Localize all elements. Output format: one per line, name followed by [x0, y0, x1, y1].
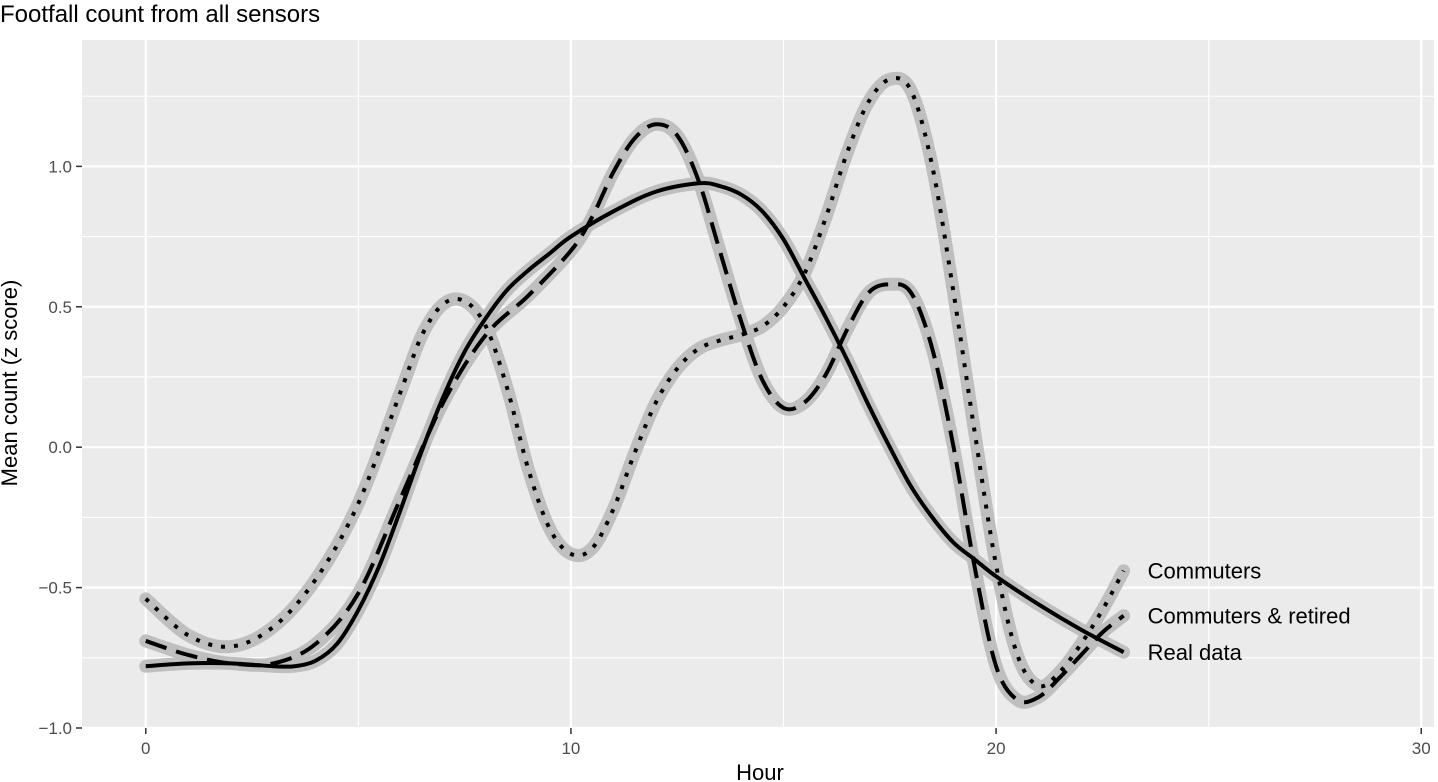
y-tick-label: −1.0: [38, 719, 72, 738]
y-tick-label: 1.0: [48, 157, 72, 176]
axis-ticks: −1.0 −0.5 0.0 0.5 1.0 0 10 20 30: [38, 157, 1430, 758]
x-tick-label: 0: [141, 739, 150, 758]
series-label-commuters-retired: Commuters & retired: [1148, 604, 1351, 629]
gridlines: [82, 40, 1434, 730]
x-tick-label: 20: [987, 739, 1006, 758]
series-label-real-data: Real data: [1148, 640, 1243, 665]
series-line-commuters-retired: [145, 122, 1125, 705]
series-label-commuters: Commuters: [1148, 559, 1262, 584]
y-tick-label: −0.5: [38, 579, 72, 598]
chart-title: Footfall count from all sensors: [0, 1, 320, 28]
y-axis-title: Mean count (z score): [0, 280, 22, 487]
series-labels: Commuters Commuters & retired Real data: [1148, 559, 1351, 665]
y-tick-label: 0.0: [48, 438, 72, 457]
series-line-real-data: [145, 180, 1125, 669]
y-tick-label: 0.5: [48, 298, 72, 317]
x-tick-label: 30: [1412, 739, 1431, 758]
series-line-commuters: [144, 76, 1126, 689]
x-tick-label: 10: [561, 739, 580, 758]
x-axis-title: Hour: [736, 760, 784, 782]
series-lines: [144, 76, 1126, 705]
